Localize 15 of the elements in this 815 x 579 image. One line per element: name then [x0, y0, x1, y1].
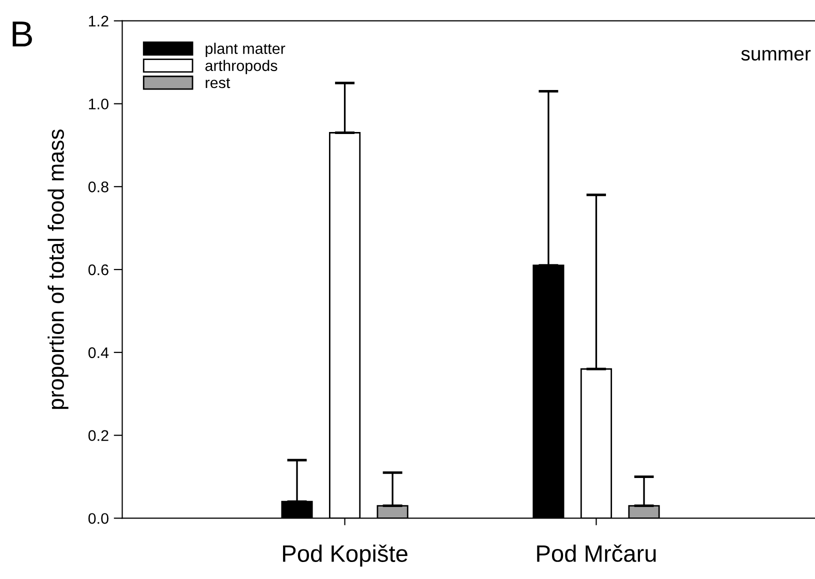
y-tick-label: 0.8 — [88, 182, 108, 192]
y-tick-label: 0.6 — [88, 264, 108, 276]
y-tick-label: 0.0 — [88, 513, 108, 524]
annotation: summer — [741, 50, 811, 61]
text: B — [12, 22, 32, 46]
legend-label: plant matter — [206, 42, 286, 58]
legend-label: rest — [206, 78, 230, 88]
y-axis-title: proportion of total food mass — [48, 129, 68, 409]
y-tick-label: 1.2 — [88, 16, 108, 26]
x-tick-label: Pod Mrčaru — [537, 544, 656, 562]
y-tick-label: 0.4 — [88, 347, 109, 358]
legend-label: arthropods — [205, 60, 278, 74]
y-tick-label: 1.0 — [88, 98, 108, 110]
y-tick-label: 0.2 — [88, 430, 108, 441]
x-tick-label: Pod Kopište — [283, 544, 408, 567]
